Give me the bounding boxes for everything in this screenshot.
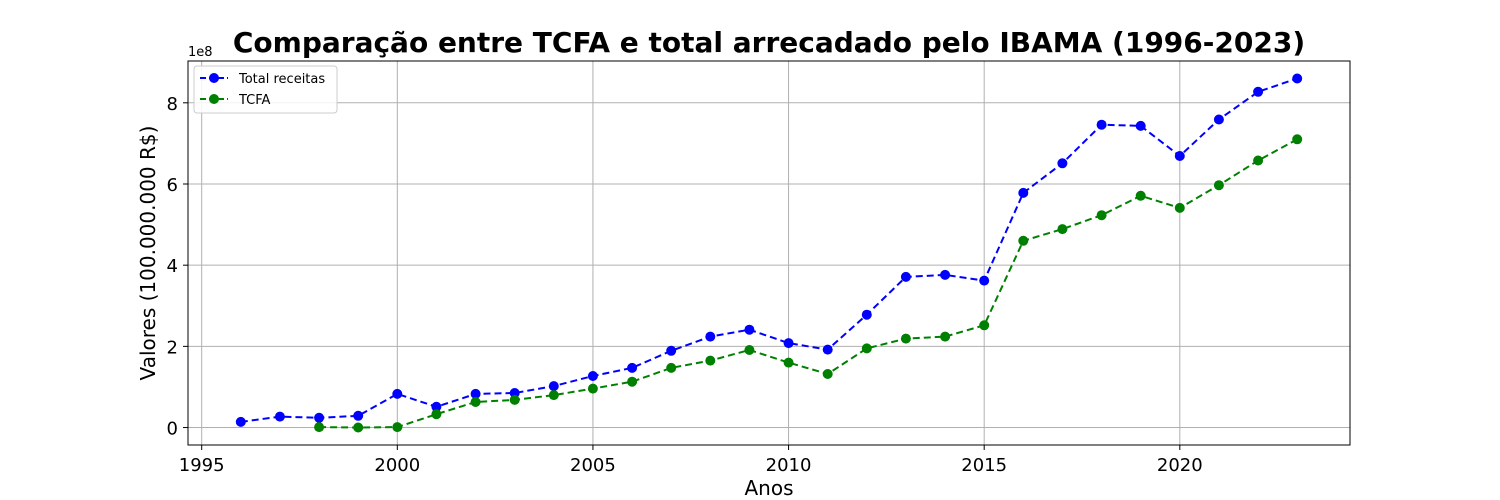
y-tick-label: 6 [167,175,178,196]
data-point-tcfa [1096,210,1107,221]
legend-marker-tcfa [209,94,219,104]
data-point-tcfa [861,343,872,354]
data-point-tcfa [744,345,755,355]
data-point-tcfa [666,362,677,373]
data-point-tcfa [353,422,364,433]
legend-label-total-receitas: Total receitas [238,72,325,87]
x-tick-label: 2005 [570,455,616,476]
data-point-total-receitas [900,271,911,282]
data-point-total-receitas [548,381,559,392]
series-line-total-receitas [240,77,1298,423]
data-point-total-receitas [1253,86,1264,97]
data-point-total-receitas [470,388,481,399]
data-point-total-receitas [1174,151,1185,161]
grid [188,61,1350,445]
data-point-tcfa [1253,155,1264,166]
data-point-total-receitas [392,388,403,399]
data-point-total-receitas [274,411,285,422]
x-axis-label: Anos [744,476,793,500]
series-layer [235,73,1303,433]
data-point-total-receitas [627,362,638,373]
data-point-tcfa [1057,224,1068,235]
data-point-total-receitas [705,331,716,342]
data-point-total-receitas [509,388,520,398]
data-point-total-receitas [1057,158,1068,169]
x-tick-label: 1995 [179,455,225,476]
x-tick-label: 2020 [1157,455,1203,476]
data-point-total-receitas [353,410,364,421]
data-point-tcfa [470,397,481,407]
y-tick-label: 4 [167,256,178,277]
data-point-tcfa [548,390,559,401]
data-point-tcfa [392,422,403,433]
data-point-total-receitas [783,338,794,349]
ticks: 1995 2000 2005 2010 2015 2020 0 2 4 6 8 [167,94,1203,476]
y-axis-label: Valores (100.000.000 R$) [136,126,160,381]
data-point-tcfa [705,355,716,366]
data-point-total-receitas [861,309,872,320]
chart-title: Comparação entre TCFA e total arrecadado… [233,26,1305,59]
data-point-total-receitas [979,275,990,286]
data-point-tcfa [940,331,951,342]
y-tick-label: 2 [167,337,178,358]
series-line-tcfa [319,138,1298,429]
plot-frame [187,60,1351,446]
data-point-tcfa [1135,190,1146,201]
data-point-tcfa [783,357,794,368]
data-point-tcfa [1213,180,1224,191]
legend: Total receitas TCFA [193,65,338,114]
y-axis-offset-label: 1e8 [188,45,213,60]
x-tick-label: 2000 [374,455,420,476]
data-point-tcfa [587,383,598,394]
data-point-total-receitas [1292,73,1303,84]
data-point-total-receitas [1135,120,1146,131]
legend-marker-total-receitas [209,73,219,83]
y-tick-label: 8 [167,94,178,115]
data-point-tcfa [509,394,520,405]
data-point-tcfa [1018,235,1029,246]
legend-box [193,65,338,114]
data-point-total-receitas [587,371,598,381]
data-point-tcfa [1174,202,1185,213]
data-point-total-receitas [940,269,951,280]
data-point-total-receitas [235,416,246,427]
data-point-total-receitas [666,345,677,356]
y-tick-label: 0 [167,419,178,440]
data-point-total-receitas [744,324,755,335]
data-point-total-receitas [314,412,325,423]
data-point-tcfa [627,376,638,387]
data-point-tcfa [979,320,990,331]
x-tick-label: 2010 [766,455,812,476]
data-point-total-receitas [1018,187,1029,198]
data-point-total-receitas [1096,119,1107,130]
data-point-tcfa [314,422,325,433]
data-point-tcfa [1292,134,1303,145]
data-point-tcfa [900,333,911,344]
data-point-tcfa [822,369,833,379]
data-point-total-receitas [822,344,833,355]
data-point-total-receitas [1213,114,1224,125]
legend-label-tcfa: TCFA [238,93,271,108]
data-point-total-receitas [431,401,442,412]
x-tick-label: 2015 [961,455,1007,476]
data-point-tcfa [431,409,442,420]
